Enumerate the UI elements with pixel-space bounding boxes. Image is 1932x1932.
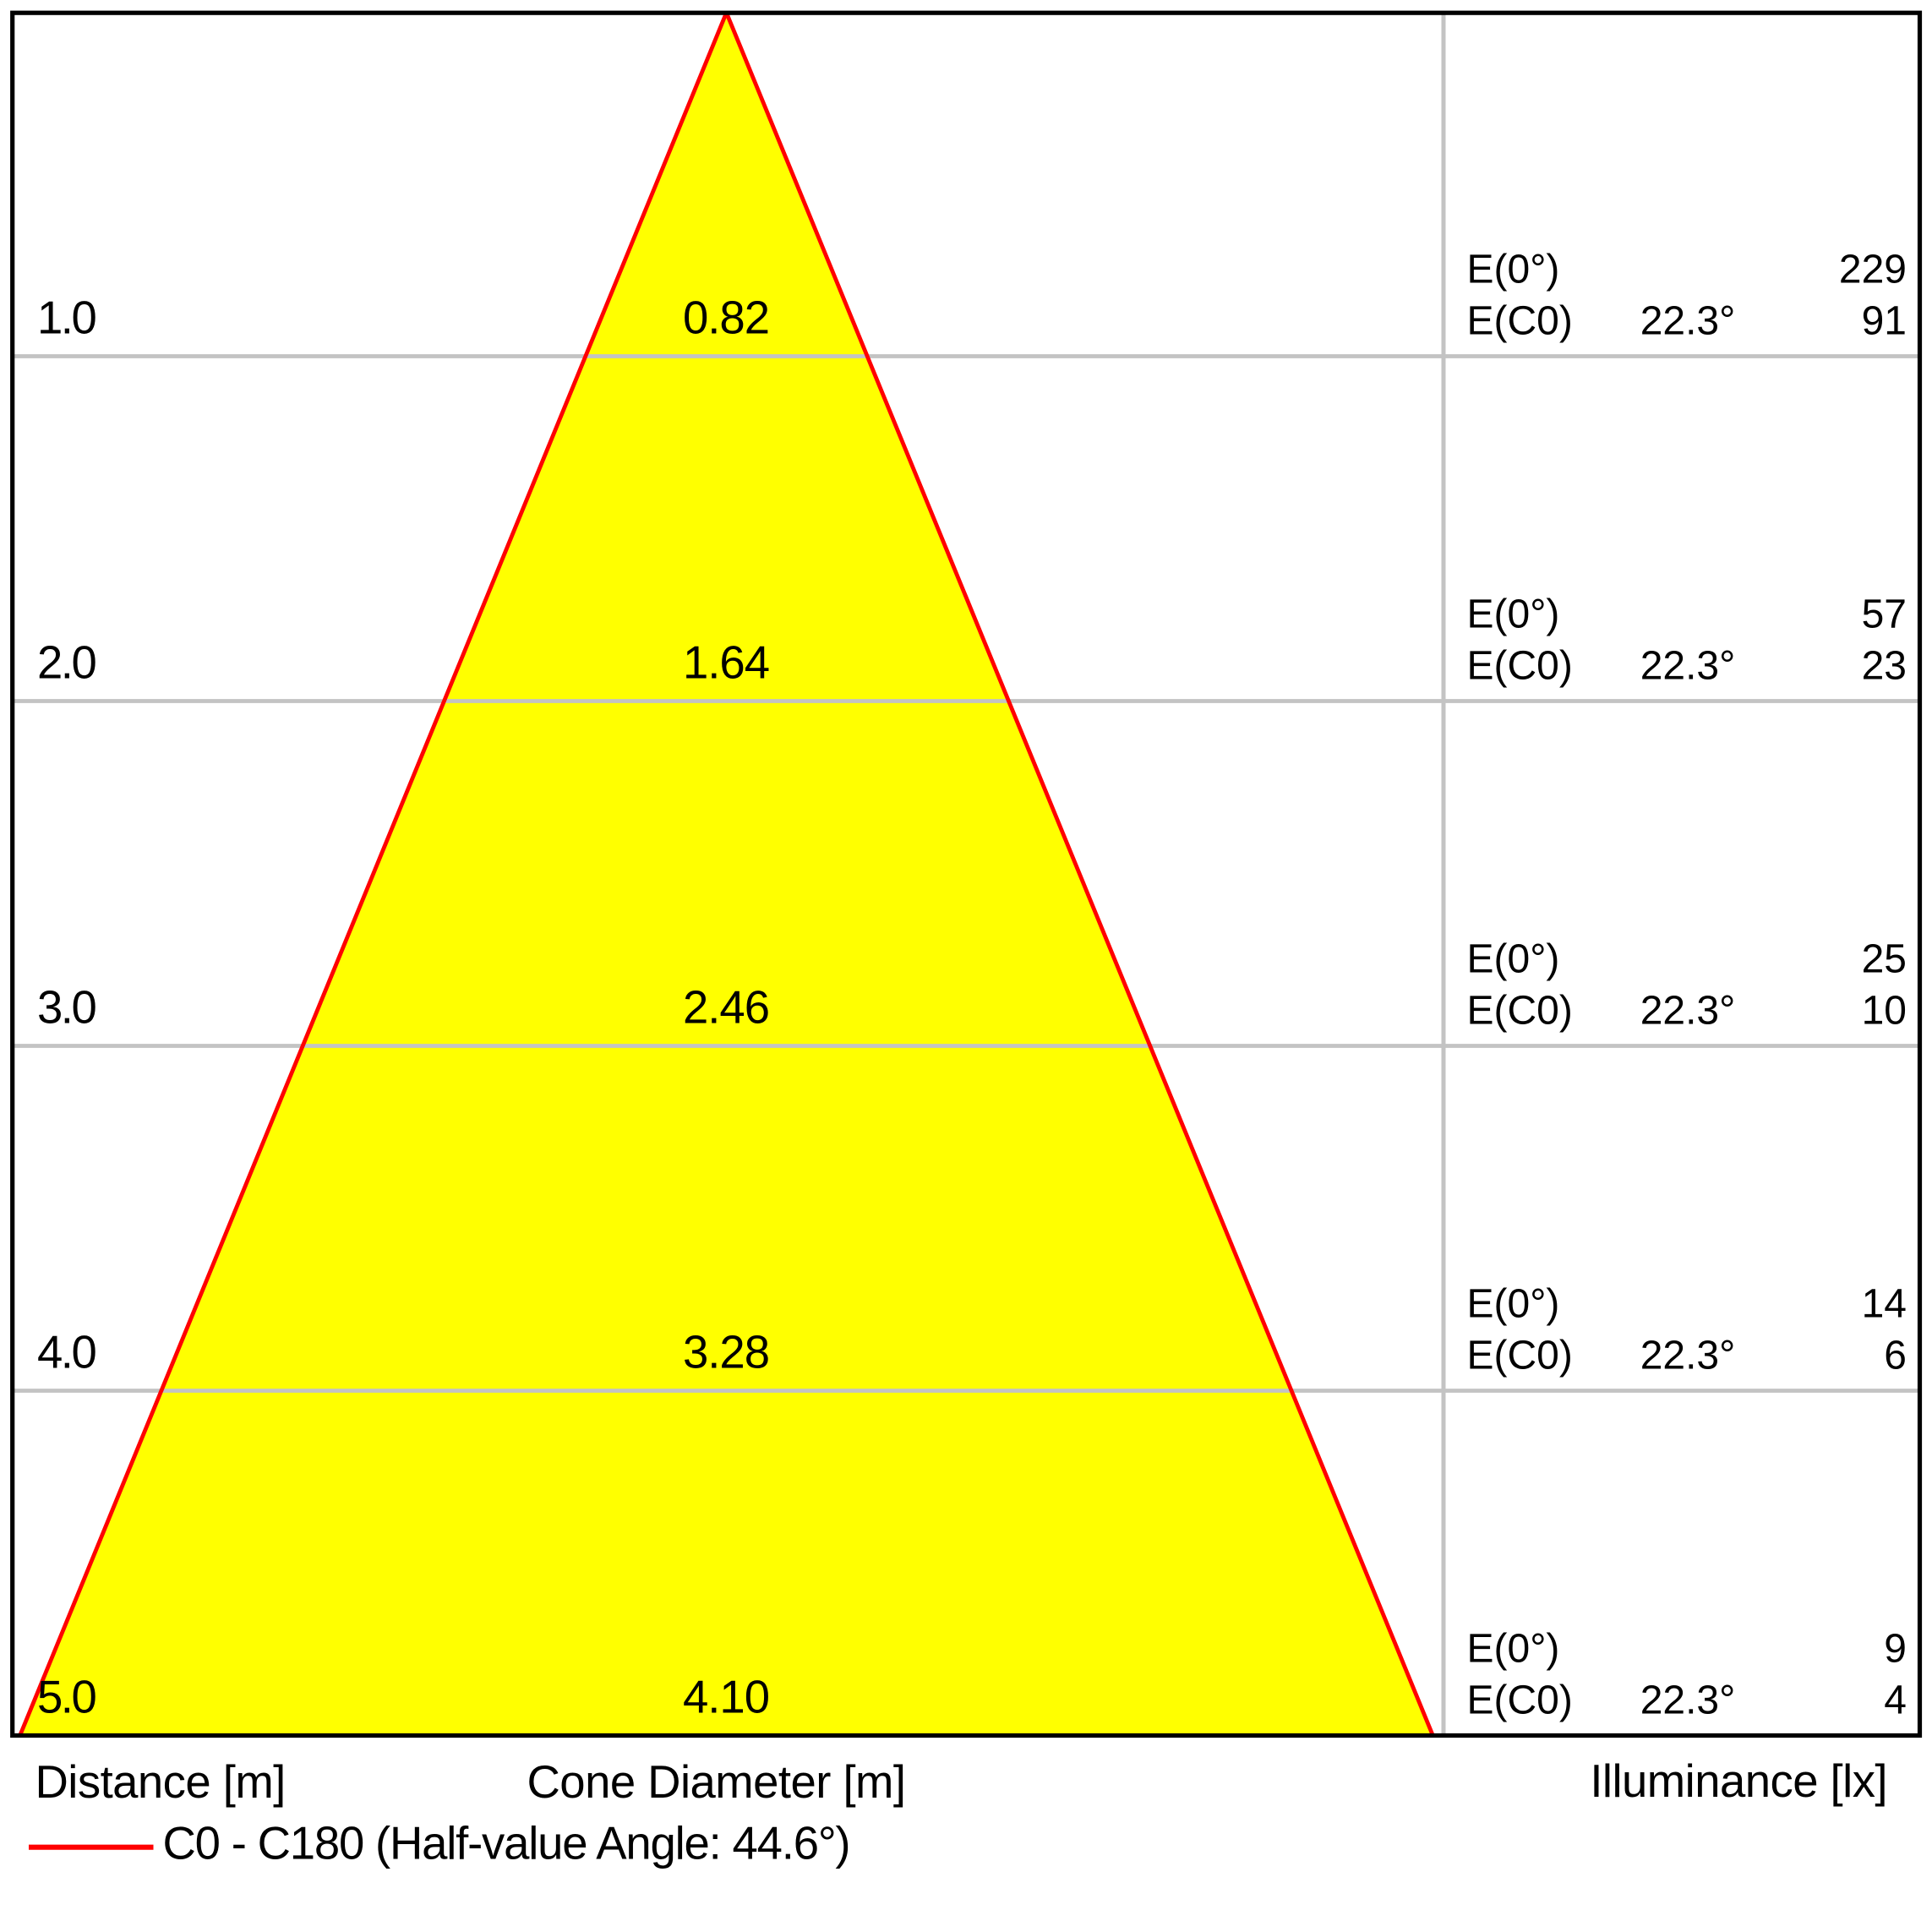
svg-text:Distance [m]: Distance [m]	[35, 1756, 286, 1808]
svg-text:E(0°): E(0°)	[1467, 1627, 1560, 1672]
svg-text:E(C0): E(C0)	[1467, 644, 1573, 689]
svg-text:1.0: 1.0	[37, 292, 96, 344]
svg-text:4.10: 4.10	[683, 1672, 769, 1723]
svg-text:57: 57	[1862, 592, 1907, 637]
svg-text:4: 4	[1884, 1678, 1907, 1723]
svg-text:6: 6	[1884, 1334, 1907, 1378]
svg-text:E(0°): E(0°)	[1467, 1282, 1560, 1327]
svg-text:3.28: 3.28	[683, 1327, 769, 1378]
svg-text:25: 25	[1862, 937, 1907, 982]
svg-text:E(0°): E(0°)	[1467, 937, 1560, 982]
svg-text:E(C0): E(C0)	[1467, 299, 1573, 344]
svg-text:91: 91	[1862, 299, 1907, 344]
svg-text:Illuminance [lx]: Illuminance [lx]	[1590, 1755, 1887, 1807]
svg-text:Cone Diameter [m]: Cone Diameter [m]	[527, 1756, 906, 1808]
svg-text:C0 - C180 (Half-value Angle: 4: C0 - C180 (Half-value Angle: 44.6°)	[163, 1818, 850, 1869]
svg-text:4.0: 4.0	[37, 1327, 96, 1378]
svg-text:0.82: 0.82	[683, 292, 769, 344]
svg-text:14: 14	[1862, 1282, 1907, 1327]
svg-text:2.0: 2.0	[37, 637, 96, 689]
svg-text:E(0°): E(0°)	[1467, 592, 1560, 637]
svg-text:229: 229	[1839, 248, 1907, 292]
svg-text:E(0°): E(0°)	[1467, 248, 1560, 292]
svg-text:22.3°: 22.3°	[1640, 1678, 1736, 1723]
svg-text:3.0: 3.0	[37, 982, 96, 1034]
svg-text:23: 23	[1862, 644, 1907, 689]
svg-text:E(C0): E(C0)	[1467, 1334, 1573, 1378]
svg-text:E(C0): E(C0)	[1467, 989, 1573, 1034]
svg-text:22.3°: 22.3°	[1640, 299, 1736, 344]
svg-text:22.3°: 22.3°	[1640, 989, 1736, 1034]
svg-text:E(C0): E(C0)	[1467, 1678, 1573, 1723]
svg-text:2.46: 2.46	[683, 982, 769, 1034]
svg-text:22.3°: 22.3°	[1640, 644, 1736, 689]
svg-text:9: 9	[1884, 1627, 1907, 1672]
svg-text:22.3°: 22.3°	[1640, 1334, 1736, 1378]
svg-text:10: 10	[1862, 989, 1907, 1034]
svg-text:1.64: 1.64	[683, 637, 769, 689]
svg-text:5.0: 5.0	[37, 1672, 96, 1723]
